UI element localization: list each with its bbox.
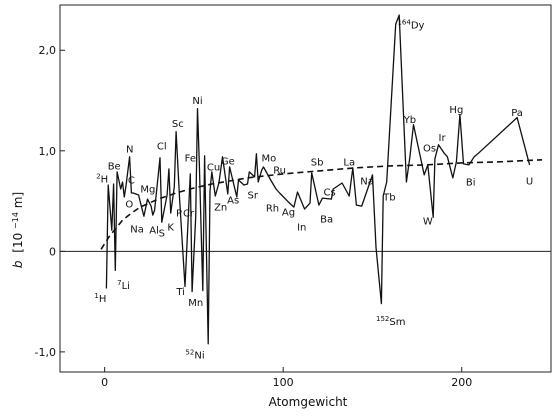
- y-tick-label: 1,0: [39, 145, 57, 158]
- y-axis-unit-exp: −14: [11, 212, 20, 229]
- element-label: O: [125, 200, 133, 211]
- element-label: Be: [108, 161, 121, 172]
- element-label-isotope: 7: [117, 279, 121, 287]
- element-label-symbol: Dy: [411, 21, 425, 32]
- y-axis-unit: [10: [11, 233, 25, 253]
- element-label: 164Dy: [397, 19, 424, 32]
- element-label: S: [159, 229, 165, 240]
- element-label: Pa: [511, 108, 523, 119]
- element-label: Fe: [185, 153, 196, 164]
- element-label: La: [343, 157, 355, 168]
- plot-frame: [59, 4, 552, 373]
- element-label: 7Li: [117, 279, 130, 292]
- x-tick-label: 200: [451, 376, 472, 389]
- element-label-symbol: Li: [122, 281, 130, 292]
- element-label: Cr: [183, 209, 195, 220]
- element-label: Al: [149, 226, 159, 237]
- element-label: Ba: [320, 215, 333, 226]
- element-label: Ir: [439, 133, 447, 144]
- element-label-isotope: 2: [96, 172, 100, 180]
- element-label: N: [126, 144, 133, 155]
- element-label: Ag: [282, 208, 295, 219]
- element-label: U: [526, 176, 533, 187]
- series-data-line: [105, 14, 531, 345]
- element-label: Na: [360, 176, 374, 187]
- element-label: Cu: [207, 162, 220, 173]
- element-label: 2H: [96, 172, 108, 185]
- element-label: 1H: [94, 292, 106, 305]
- x-tick-label: 0: [101, 376, 108, 389]
- y-axis-unit-end: m]: [11, 192, 25, 208]
- element-label: K: [167, 223, 174, 234]
- element-label-symbol: Ni: [194, 350, 204, 361]
- element-label-symbol: H: [101, 174, 109, 185]
- element-label: As: [227, 196, 239, 207]
- svg-text:b [10 −14 m: b [10 −14 m]: [7, 192, 25, 268]
- y-axis-symbol: b: [11, 260, 25, 268]
- element-label-symbol: H: [99, 294, 107, 305]
- element-label-isotope: 1: [94, 292, 98, 300]
- element-label: Tb: [382, 193, 395, 204]
- element-label: Cl: [157, 141, 167, 152]
- element-label: C: [128, 175, 135, 186]
- element-label: Sc: [172, 119, 184, 130]
- element-label: Na: [130, 225, 144, 236]
- element-label: Yb: [403, 115, 416, 126]
- element-label: Ge: [221, 156, 235, 167]
- element-label: Hg: [449, 105, 463, 116]
- x-tick-label: 100: [273, 376, 294, 389]
- element-label: P: [176, 209, 182, 220]
- element-label: Mn: [188, 298, 203, 309]
- element-label: Bi: [466, 177, 476, 188]
- element-label: Ni: [192, 96, 202, 107]
- element-label: 52Ni: [185, 348, 204, 361]
- series-trend-line: [100, 159, 543, 250]
- element-label: Sb: [311, 157, 324, 168]
- element-label: Sr: [247, 191, 258, 202]
- element-label: Rh: [266, 204, 279, 215]
- element-label-isotope: 52: [185, 348, 194, 356]
- element-label: Zn: [214, 203, 227, 214]
- y-tick-label: 0: [49, 245, 56, 258]
- tick-group: 0 100 200 -1,0 0 1,0 2,0: [35, 44, 473, 389]
- element-label: Ti: [175, 287, 185, 298]
- element-label: Mo: [262, 153, 277, 164]
- element-label: In: [297, 223, 306, 234]
- element-label-symbol: Sm: [389, 317, 405, 328]
- element-label-isotope: 164: [397, 19, 411, 27]
- y-tick-label: -1,0: [35, 346, 56, 359]
- element-label: Cs: [324, 188, 336, 199]
- element-label: W: [423, 217, 433, 228]
- element-label: Os: [423, 143, 436, 154]
- element-label: Ru: [273, 165, 286, 176]
- element-label: 152Sm: [376, 315, 405, 328]
- y-axis-title: b [10 −14 m]: [7, 192, 25, 268]
- element-label-isotope: 152: [376, 315, 389, 323]
- series-group: [100, 14, 543, 345]
- x-axis-title: Atomgewicht: [269, 395, 348, 409]
- y-tick-label: 2,0: [39, 44, 57, 57]
- element-label: Mg: [140, 185, 155, 196]
